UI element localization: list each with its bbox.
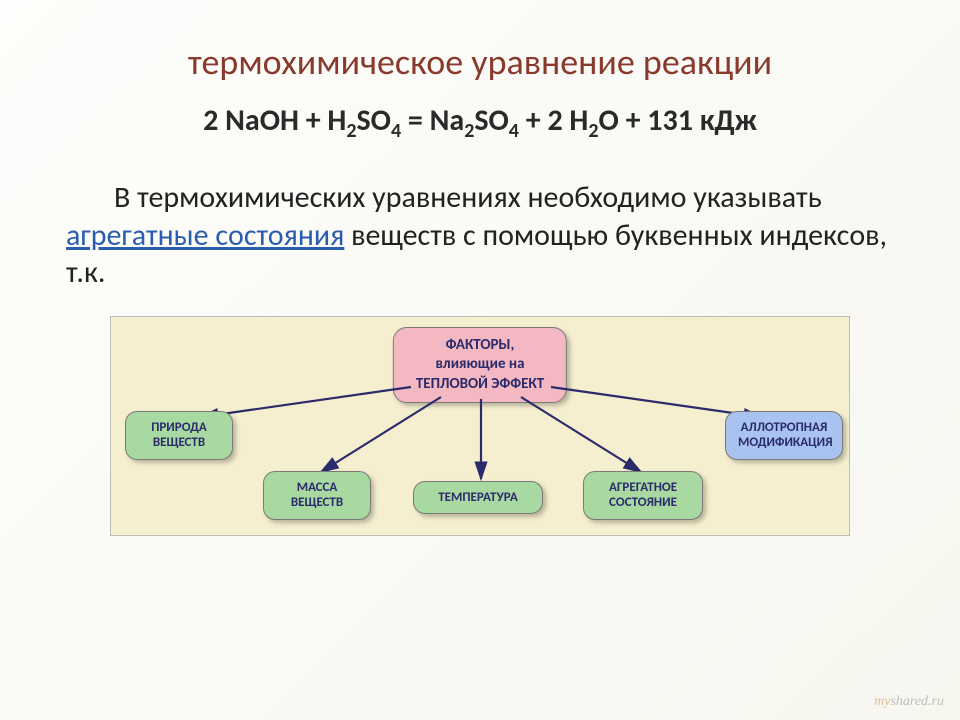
leaf-temp: ТЕМПЕРАТУРА [413, 481, 543, 515]
center-line1: ФАКТОРЫ, [416, 336, 544, 356]
center-line2: влияющие на [416, 355, 544, 375]
diagram-center-box: ФАКТОРЫ, влияющие на ТЕПЛОВОЙ ЭФФЕКТ [393, 327, 567, 404]
center-line3: ТЕПЛОВОЙ ЭФФЕКТ [416, 375, 544, 395]
watermark-suffix: shared.ru [890, 694, 944, 709]
leaf-mass: МАССАВЕЩЕСТВ [263, 471, 371, 520]
watermark: myshared.ru [874, 694, 944, 710]
watermark-prefix: my [874, 694, 890, 709]
slide-title: термохимическое уравнение реакции [60, 40, 900, 84]
factors-diagram: ФАКТОРЫ, влияющие на ТЕПЛОВОЙ ЭФФЕКТ ПРИ… [110, 316, 850, 536]
aggregate-state-link[interactable]: агрегатные состояния [66, 217, 344, 254]
leaf-state: АГРЕГАТНОЕСОСТОЯНИЕ [583, 471, 703, 520]
equation: 2 NaOH + H2SO4 = Na2SO4 + 2 H2O + 131 кД… [60, 102, 900, 143]
para-before: В термохимических уравнениях необходимо … [114, 179, 822, 216]
leaf-nature: ПРИРОДАВЕЩЕСТВ [125, 411, 233, 460]
paragraph: В термохимических уравнениях необходимо … [60, 179, 900, 292]
leaf-allotrop: АЛЛОТРОПНАЯМОДИФИКАЦИЯ [725, 411, 843, 460]
